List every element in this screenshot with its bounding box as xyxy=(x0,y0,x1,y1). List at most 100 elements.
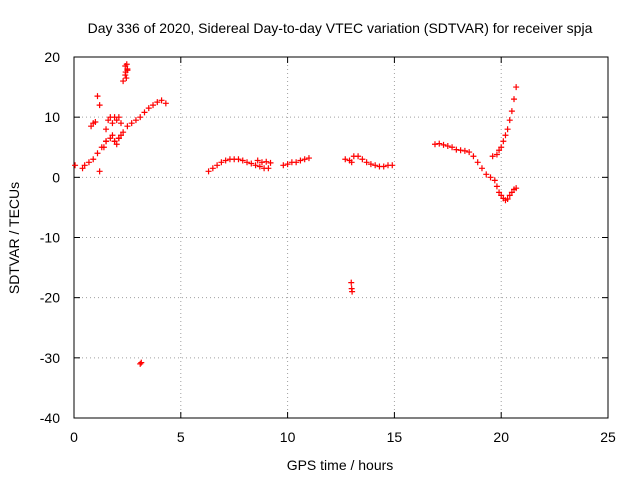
data-point xyxy=(128,120,135,127)
data-point xyxy=(96,102,103,109)
data-point xyxy=(355,153,362,160)
data-point xyxy=(115,114,122,121)
x-tick-label: 0 xyxy=(70,429,78,445)
y-axis-label: SDTVAR / TECUs xyxy=(6,182,22,294)
data-point xyxy=(94,150,101,157)
data-point xyxy=(158,97,165,104)
data-point xyxy=(474,159,481,166)
data-point xyxy=(88,123,95,130)
data-point xyxy=(256,163,263,170)
data-point xyxy=(363,159,370,166)
x-tick-label: 5 xyxy=(177,429,185,445)
data-point xyxy=(79,165,86,172)
data-point xyxy=(493,183,500,190)
data-point xyxy=(504,126,511,133)
data-point xyxy=(508,108,515,115)
data-points xyxy=(72,61,520,367)
data-point xyxy=(109,132,116,139)
data-point xyxy=(100,144,107,151)
data-point xyxy=(453,146,460,153)
data-point xyxy=(85,159,92,166)
data-point xyxy=(103,126,110,133)
data-point xyxy=(103,138,110,145)
data-point xyxy=(342,156,349,163)
data-point xyxy=(284,161,291,168)
data-point xyxy=(466,149,473,156)
data-point xyxy=(265,165,272,172)
data-point xyxy=(145,105,152,112)
data-point xyxy=(348,279,355,286)
data-point xyxy=(511,96,518,103)
data-point xyxy=(305,155,312,162)
data-point xyxy=(487,174,494,181)
data-point xyxy=(141,109,148,116)
grid-lines xyxy=(74,57,608,418)
y-tick-label: 10 xyxy=(44,109,60,125)
data-point xyxy=(263,158,270,165)
data-point xyxy=(209,165,216,172)
data-point xyxy=(214,162,221,169)
data-point xyxy=(372,162,379,169)
data-point xyxy=(380,163,387,170)
data-point xyxy=(218,159,225,166)
data-point xyxy=(154,99,161,106)
data-point xyxy=(508,189,515,196)
data-point xyxy=(500,138,507,145)
data-point xyxy=(117,132,124,139)
data-point xyxy=(72,162,79,169)
data-point xyxy=(444,143,451,150)
data-point xyxy=(109,120,116,127)
data-point xyxy=(252,162,259,169)
axis-ticks xyxy=(73,56,609,419)
y-tick-label: -10 xyxy=(40,230,60,246)
data-point xyxy=(107,135,114,142)
data-point xyxy=(498,192,505,199)
y-tick-label: -40 xyxy=(40,410,60,426)
data-point xyxy=(496,147,503,154)
data-point xyxy=(113,117,120,124)
data-point xyxy=(205,168,212,175)
data-point xyxy=(349,288,356,295)
data-point xyxy=(359,156,366,163)
data-point xyxy=(115,135,122,142)
x-tick-labels: 0 5 10 15 20 25 xyxy=(70,429,616,445)
data-point xyxy=(493,151,500,158)
data-point xyxy=(506,117,513,124)
data-point xyxy=(222,157,229,164)
data-point xyxy=(132,117,139,124)
y-tick-label: -30 xyxy=(40,350,60,366)
data-point xyxy=(113,141,120,148)
y-tick-label: 0 xyxy=(52,169,60,185)
data-point xyxy=(239,157,246,164)
data-point xyxy=(489,153,496,160)
data-point xyxy=(502,132,509,139)
data-point xyxy=(244,159,251,166)
data-point xyxy=(461,147,468,154)
x-tick-label: 20 xyxy=(493,429,509,445)
data-point xyxy=(117,120,124,127)
data-point xyxy=(92,118,99,125)
data-point xyxy=(254,157,261,164)
data-point xyxy=(457,147,464,154)
data-point xyxy=(105,117,112,124)
data-point xyxy=(120,78,127,85)
data-point xyxy=(498,144,505,151)
data-point xyxy=(81,162,88,169)
data-point xyxy=(138,359,145,366)
y-tick-label: 20 xyxy=(44,49,60,65)
data-point xyxy=(137,360,144,367)
data-point xyxy=(94,93,101,100)
data-point xyxy=(389,162,396,169)
y-tick-labels: -40 -30 -20 -10 0 10 20 xyxy=(40,49,60,426)
data-point xyxy=(293,159,300,166)
x-axis-label: GPS time / hours xyxy=(287,457,394,473)
data-point xyxy=(111,138,118,145)
data-point xyxy=(162,100,169,107)
data-point xyxy=(120,129,127,136)
chart-title: Day 336 of 2020, Sidereal Day-to-day VTE… xyxy=(88,20,593,36)
data-point xyxy=(449,144,456,151)
data-point xyxy=(440,141,447,148)
data-point xyxy=(248,160,255,167)
data-point xyxy=(235,156,242,163)
